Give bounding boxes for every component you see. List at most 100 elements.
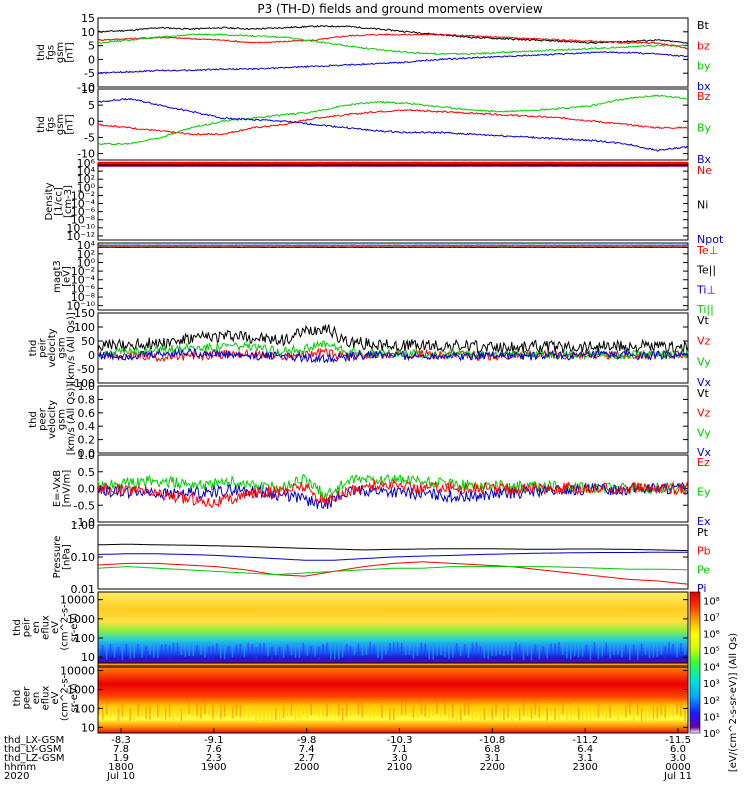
spectrogram-stripe bbox=[632, 708, 635, 721]
spectrogram-stripe bbox=[278, 707, 281, 721]
colorbar-label: [eV/(cm^2-s-sr-eV)] (All Qs) bbox=[728, 633, 739, 772]
y-tick-label: 0.4 bbox=[78, 420, 96, 433]
spectrogram-stripe bbox=[393, 642, 395, 656]
y-tick-label: 10⁻¹⁰ bbox=[66, 300, 95, 313]
y-axis-label-line: eflux bbox=[41, 615, 52, 640]
spectrogram-stripe bbox=[562, 701, 564, 715]
spectrogram-stripe bbox=[495, 642, 497, 656]
x-tick-label: 2200 bbox=[480, 762, 505, 773]
spectrogram-stripe bbox=[98, 645, 100, 658]
spectrogram-stripe bbox=[337, 646, 340, 660]
spectrogram-stripe bbox=[416, 643, 419, 656]
spectrogram-stripe bbox=[566, 645, 568, 659]
spectrogram-stripe bbox=[444, 644, 446, 658]
spectrogram-stripe bbox=[644, 708, 647, 722]
colorbar-tick-label: 10⁴ bbox=[703, 663, 720, 674]
colorbar-tick-label: 10⁷ bbox=[703, 613, 720, 624]
y-axis-label: magt3[eV] bbox=[52, 260, 73, 293]
spectrogram-stripe bbox=[204, 701, 206, 715]
spectrogram-stripe bbox=[337, 703, 340, 717]
spectrogram-stripe bbox=[121, 647, 124, 661]
spectrogram-stripe bbox=[373, 703, 375, 717]
spectrogram-stripe bbox=[503, 707, 505, 721]
spectrogram-stripe bbox=[361, 704, 364, 718]
colorbar-tick-label: 10⁰ bbox=[703, 729, 720, 740]
spectrogram-stripe bbox=[652, 706, 655, 719]
spectrogram-stripe bbox=[495, 703, 497, 717]
time-axis-row-label: thd_LY-GSM bbox=[4, 744, 61, 755]
x-tick-label: 7.4 bbox=[299, 744, 315, 755]
spectrogram-stripe bbox=[180, 708, 183, 721]
spectrogram-stripe bbox=[153, 645, 155, 659]
spectrogram-stripe bbox=[349, 645, 352, 659]
y-tick-label: 0 bbox=[88, 53, 95, 66]
spectrogram-stripe bbox=[310, 646, 312, 659]
spectrogram-stripe bbox=[483, 645, 486, 659]
y-axis-label-line: thd bbox=[12, 619, 23, 636]
spectrogram-stripe bbox=[648, 705, 651, 719]
spectrogram-stripe bbox=[377, 645, 379, 659]
legend-entry: Pb bbox=[697, 545, 711, 558]
spectrogram-stripe bbox=[149, 641, 151, 655]
spectrogram-stripe bbox=[259, 706, 261, 720]
spectrogram-stripe bbox=[617, 707, 619, 720]
spectrogram-stripe bbox=[597, 705, 600, 718]
panel-temperature: 10⁴10²10⁰10⁻²10⁻⁴10⁻⁶10⁻⁸10⁻¹⁰magt3[eV]T… bbox=[52, 239, 718, 316]
spectrogram-stripe bbox=[381, 646, 383, 660]
spectrogram-stripe bbox=[538, 705, 541, 718]
y-tick-label: -10 bbox=[77, 81, 95, 94]
spectrogram-stripe bbox=[393, 707, 395, 721]
y-axis-label-line: gsm bbox=[57, 337, 68, 358]
spectrogram-stripe bbox=[267, 708, 269, 721]
spectrogram-stripe bbox=[483, 707, 486, 721]
spectrogram-stripe bbox=[255, 708, 257, 721]
spectrogram-stripe bbox=[550, 703, 552, 717]
y-tick-label: 0.2 bbox=[78, 434, 96, 447]
y-tick-label: 10⁻² bbox=[71, 265, 95, 278]
spectrogram-stripe bbox=[601, 643, 604, 657]
spectrogram-stripe bbox=[448, 646, 450, 659]
y-axis-label-line: (cm^2-s- bbox=[60, 674, 71, 721]
spectrogram-gap-line bbox=[98, 665, 688, 668]
legend-entry: Te⊥ bbox=[696, 244, 718, 257]
spectrogram-stripe bbox=[436, 701, 438, 715]
spectrogram-stripe bbox=[440, 704, 442, 718]
spectrogram-stripe bbox=[109, 703, 112, 717]
y-axis-label-line: eV bbox=[50, 691, 61, 704]
spectrogram-stripe bbox=[573, 643, 576, 657]
spectrogram-stripe bbox=[353, 702, 356, 716]
x-tick-label: 6.0 bbox=[670, 744, 686, 755]
legend-entry: Ne bbox=[697, 164, 712, 177]
x-tick-label: -9.8 bbox=[297, 735, 317, 746]
spectrogram-stripe bbox=[157, 704, 159, 718]
series-line-pb bbox=[98, 561, 689, 585]
y-axis-label: Pressure[nPa] bbox=[52, 536, 73, 579]
spectrogram-stripe bbox=[275, 707, 277, 721]
spectrogram-stripe bbox=[644, 641, 647, 655]
colorbar: 10⁸ 10⁷ 10⁶ 10⁵ 10⁴ 10³ 10² 10¹ 10⁰ [eV/(cm^2-s-s… bbox=[689, 591, 739, 772]
colorbar-tick-label: 10⁸ bbox=[703, 596, 720, 607]
spectrogram-stripe bbox=[208, 703, 210, 717]
spectrogram-stripe bbox=[176, 642, 179, 656]
spectrogram-stripe bbox=[298, 705, 301, 719]
y-tick-label: 50 bbox=[81, 335, 95, 348]
x-tick-label: 2100 bbox=[387, 762, 412, 773]
spectrogram-stripe bbox=[164, 644, 167, 657]
spectrogram-stripe bbox=[271, 707, 273, 721]
legend-entry: Pi bbox=[697, 582, 706, 595]
spectrogram-stripe bbox=[345, 643, 348, 657]
spectrogram-stripe bbox=[239, 704, 242, 718]
x-tick-label: 7.1 bbox=[392, 744, 408, 755]
y-tick-label: 10⁻¹⁰ bbox=[66, 222, 95, 235]
spectrogram-stripe bbox=[424, 643, 427, 657]
spectrogram-stripe bbox=[668, 703, 670, 717]
y-axis-label-line: en bbox=[31, 621, 42, 634]
spectrogram-stripe bbox=[353, 642, 356, 656]
spectrogram-stripe bbox=[385, 641, 387, 655]
series-line-bt bbox=[97, 24, 689, 44]
y-axis-label-line: fgs bbox=[46, 45, 57, 60]
spectrogram-stripe bbox=[593, 642, 596, 655]
spectrogram-stripe bbox=[554, 643, 556, 656]
